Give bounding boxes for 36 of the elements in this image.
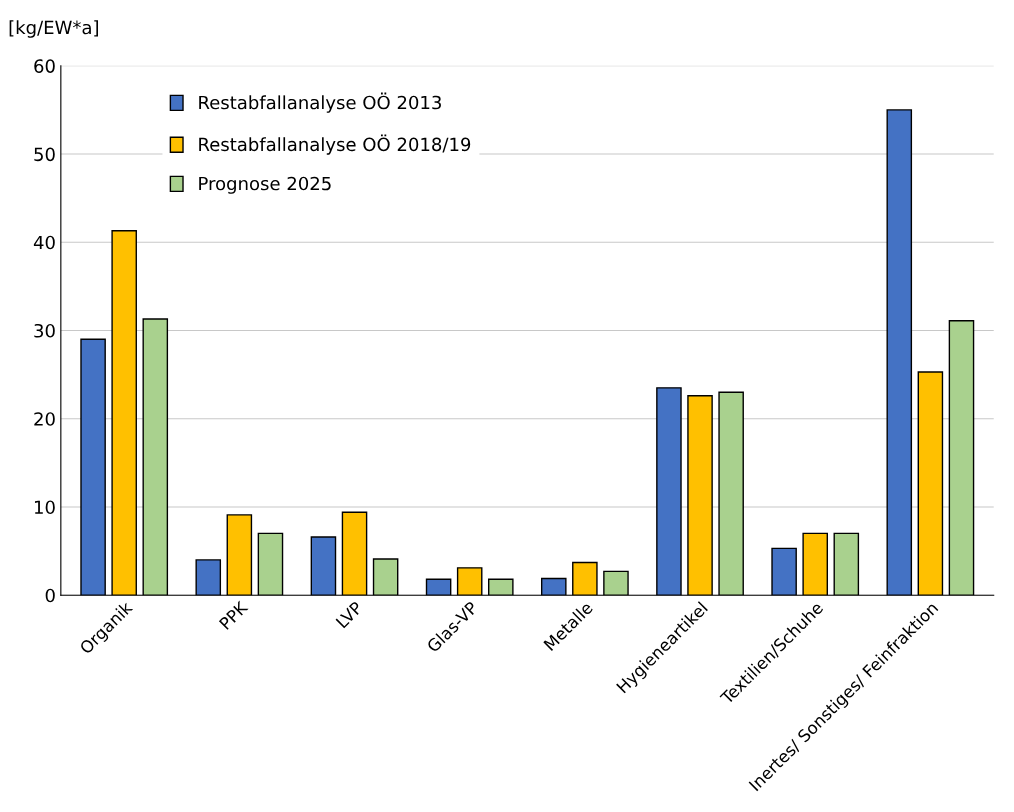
bar: [603, 570, 629, 596]
bar: [488, 578, 514, 596]
bar: [687, 395, 713, 596]
bar: [80, 338, 106, 596]
legend-label: Prognose 2025: [199, 176, 331, 194]
y-tick-label: 10: [34, 500, 55, 515]
bar: [718, 391, 744, 596]
bar: [310, 536, 337, 596]
y-tick-label: 50: [34, 147, 55, 162]
bar: [372, 558, 399, 596]
y-tick-label: 20: [34, 412, 55, 426]
bar: [833, 532, 860, 596]
bar: [572, 561, 598, 596]
bar: [195, 559, 222, 596]
bar: [886, 109, 913, 596]
y-axis-title: [kg/EW*a]: [9, 20, 98, 38]
bar: [656, 387, 682, 596]
bar: [111, 230, 137, 596]
bar: [917, 371, 944, 596]
y-tick-label: 40: [33, 235, 55, 250]
bar: [948, 320, 975, 596]
bar: [341, 511, 368, 596]
bar: [802, 532, 828, 596]
y-tick-label: 0: [45, 588, 55, 603]
bar: [142, 318, 169, 596]
bar: [771, 547, 797, 596]
bar: [257, 532, 284, 596]
bar: [540, 577, 567, 596]
legend-label: Restabfallanalyse OÖ 2018/19: [199, 134, 471, 155]
y-tick-label: 60: [34, 59, 55, 73]
bar: [456, 567, 483, 596]
y-tick-label: 30: [34, 323, 55, 338]
bar: [425, 578, 452, 596]
bar: [226, 514, 253, 596]
legend-label: Restabfallanalyse OÖ 2013: [199, 92, 441, 113]
x-tick-label: LVP: [335, 600, 364, 629]
